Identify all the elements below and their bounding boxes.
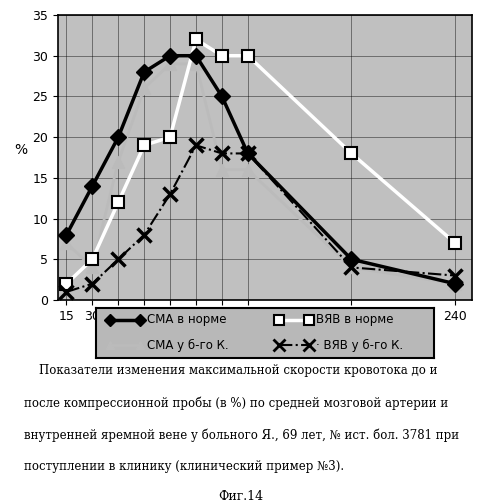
СМА у б-го К.	[167, 61, 173, 67]
СМА в норме	[348, 256, 354, 262]
Line: ВЯВ у б-го К.: ВЯВ у б-го К.	[60, 138, 462, 299]
ВЯВ у б-го К.	[64, 289, 69, 295]
СМА в норме	[115, 134, 121, 140]
СМА в норме	[219, 94, 225, 100]
СМА в норме	[245, 150, 251, 156]
ВЯВ у б-го К.	[219, 150, 225, 156]
Text: Фиг.14: Фиг.14	[218, 490, 264, 500]
ВЯВ в норме	[90, 256, 95, 262]
Line: СМА в норме: СМА в норме	[61, 50, 461, 290]
СМА в норме	[64, 232, 69, 238]
Text: · ВЯВ у б-го К.: · ВЯВ у б-го К.	[316, 338, 403, 351]
ВЯВ у б-го К.	[245, 150, 251, 156]
ВЯВ у б-го К.	[452, 272, 458, 278]
СМА в норме	[141, 69, 147, 75]
X-axis label: Секунды: Секунды	[229, 328, 301, 342]
СМА у б-го К.	[90, 264, 95, 270]
СМА в норме	[452, 280, 458, 286]
ВЯВ в норме	[64, 280, 69, 286]
СМА у б-го К.	[115, 158, 121, 164]
Text: Показатели изменения максимальной скорости кровотока до и: Показатели изменения максимальной скорос…	[24, 364, 438, 377]
СМА у б-го К.	[348, 264, 354, 270]
ВЯВ в норме	[245, 52, 251, 59]
Line: ВЯВ в норме: ВЯВ в норме	[60, 33, 461, 290]
ВЯВ в норме	[115, 200, 121, 205]
СМА у б-го К.	[141, 86, 147, 91]
Y-axis label: %: %	[14, 144, 27, 158]
Text: поступлении в клинику (клинический пример №3).: поступлении в клинику (клинический приме…	[24, 460, 344, 473]
СМА у б-го К.	[452, 280, 458, 286]
СМА у б-го К.	[64, 240, 69, 246]
ВЯВ в норме	[452, 240, 458, 246]
СМА в норме	[193, 52, 199, 59]
ВЯВ в норме	[141, 142, 147, 148]
Text: ВЯВ в норме: ВЯВ в норме	[316, 314, 393, 326]
ВЯВ у б-го К.	[90, 280, 95, 286]
ВЯВ у б-го К.	[348, 264, 354, 270]
ВЯВ у б-го К.	[193, 142, 199, 148]
Text: СМА у б-го К.: СМА у б-го К.	[147, 338, 228, 351]
ВЯВ в норме	[219, 52, 225, 59]
СМА у б-го К.	[219, 166, 225, 172]
ВЯВ у б-го К.	[115, 256, 121, 262]
ВЯВ у б-го К.	[167, 191, 173, 197]
Text: СМА в норме: СМА в норме	[147, 314, 227, 326]
СМА у б-го К.	[193, 61, 199, 67]
СМА в норме	[90, 183, 95, 189]
СМА в норме	[167, 52, 173, 59]
Line: СМА у б-го К.: СМА у б-го К.	[61, 58, 461, 290]
ВЯВ в норме	[193, 36, 199, 43]
СМА у б-го К.	[245, 166, 251, 172]
ВЯВ в норме	[348, 150, 354, 156]
ВЯВ в норме	[167, 134, 173, 140]
ВЯВ у б-го К.	[141, 232, 147, 238]
Text: после компрессионной пробы (в %) по средней мозговой артерии и: после компрессионной пробы (в %) по сред…	[24, 396, 448, 409]
Text: внутренней яремной вене у больного Я., 69 лет, № ист. бол. 3781 при: внутренней яремной вене у больного Я., 6…	[24, 428, 459, 442]
